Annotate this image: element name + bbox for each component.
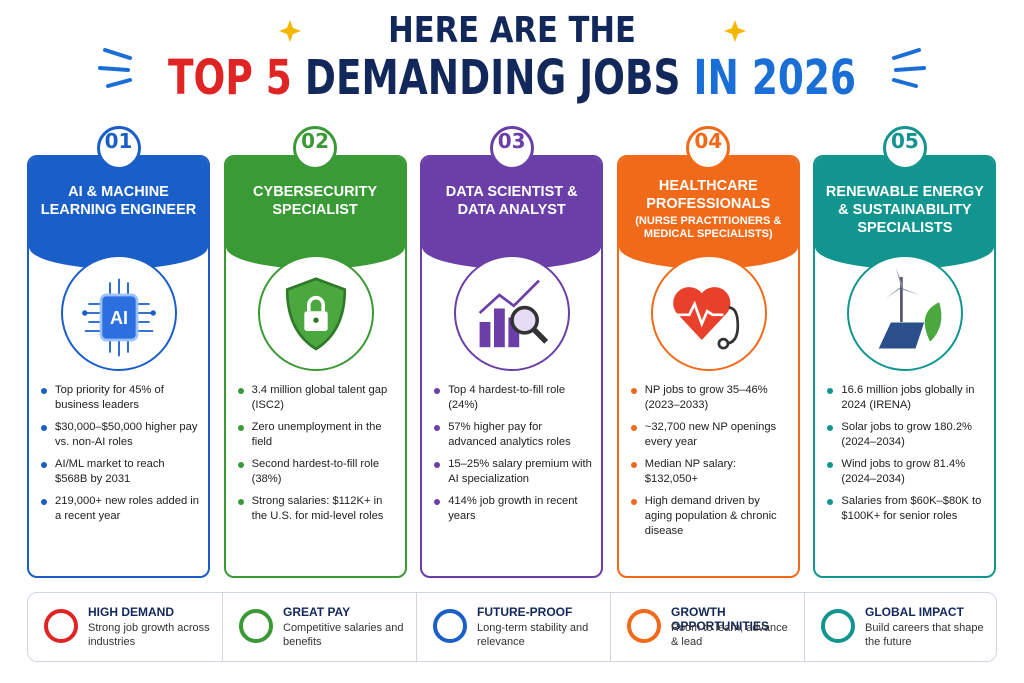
illustration <box>847 255 964 371</box>
footer-item: FUTURE-PROOF Long-term stability and rele… <box>416 593 611 661</box>
icon <box>672 287 739 350</box>
footer-title: GREAT PAY <box>283 605 351 619</box>
card-header <box>618 157 798 269</box>
footer-text: Strong job growth across industries <box>88 622 210 648</box>
bullet: 15–25% salary premium with AI specializa… <box>434 457 593 487</box>
icon: AI <box>82 278 156 357</box>
icon-label: AI <box>110 308 128 328</box>
footer-item: GROWTH OPPORTUNITIES Room to learn, advan… <box>610 593 805 661</box>
bullet-list: Top 4 hardest-to-fill role (24%) 57% high… <box>434 383 593 531</box>
job-card: DATA SCIENTIST & DATA ANALYST Top 4 harde… <box>420 155 604 578</box>
footer-icon <box>44 609 78 643</box>
card-title-text: HEALTHCARE PROFESSIONALS <box>646 178 771 212</box>
footer-item: GREAT PAY Competitive salaries and benefi… <box>222 593 417 661</box>
card-number: 04 <box>686 126 731 170</box>
card-title: DATA SCIENTIST & DATA ANALYST <box>428 183 595 219</box>
card-number: 01 <box>96 126 141 170</box>
bullet: 3.4 million global talent gap (ISC2) <box>237 383 397 413</box>
bullet: Top priority for 45% of business leaders <box>41 383 200 413</box>
bullet: Wind jobs to grow 81.4% (2024–2034) <box>827 457 986 487</box>
card-number: 03 <box>489 126 534 170</box>
bullet: AI/ML market to reach $568B by 2031 <box>41 457 200 487</box>
footer-icon <box>627 609 661 643</box>
bullet-list: NP jobs to grow 35–46% (2023–2033) ~32,70… <box>630 383 790 546</box>
job-card: CYBERSECURITY SPECIALIST 3.4 million glob… <box>223 155 407 578</box>
icon <box>877 268 942 350</box>
footer-title: FUTURE-PROOF <box>477 605 573 619</box>
bullet: NP jobs to grow 35–46% (2023–2033) <box>630 383 790 413</box>
bullet: Median NP salary: $132,050+ <box>630 457 790 487</box>
footer-title: HIGH DEMAND <box>88 605 174 619</box>
footer-item: HIGH DEMAND Strong job growth across indu… <box>28 593 222 661</box>
bullet: Zero unemployment in the field <box>237 420 397 450</box>
footer-title: GLOBAL IMPACT <box>865 605 964 619</box>
bullet: 57% higher pay for advanced analytics ro… <box>434 420 593 450</box>
bullet-list: 3.4 million global talent gap (ISC2) Zero… <box>237 383 397 531</box>
card-header <box>225 157 405 269</box>
headline-part: DEMANDING JOBS <box>304 50 681 106</box>
headline-part: IN 2026 <box>693 50 857 106</box>
card-title-text: DATA SCIENTIST & DATA ANALYST <box>445 184 578 218</box>
header-decor <box>98 20 926 88</box>
footer-text: Competitive salaries and benefits <box>283 622 404 648</box>
bullet: Top 4 hardest-to-fill role (24%) <box>434 383 593 413</box>
icon <box>478 279 549 348</box>
card-header <box>815 157 995 269</box>
bullet-list: Top priority for 45% of business leaders… <box>41 383 200 531</box>
footer-icon <box>433 609 467 643</box>
card-header <box>29 157 208 269</box>
header-line1: HERE ARE THE <box>388 10 636 51</box>
card-title-text: CYBERSECURITY SPECIALIST <box>253 184 378 218</box>
bullet: 16.6 million jobs globally in 2024 (IREN… <box>827 383 986 413</box>
card-number: 05 <box>882 126 927 170</box>
card-title-text: RENEWABLE ENERGY & SUSTAINABILITY SPECIA… <box>825 184 984 236</box>
card-title: AI & MACHINE LEARNING ENGINEER <box>35 183 202 219</box>
card-subtitle: (NURSE PRACTITIONERS & MEDICAL SPECIALIS… <box>635 215 782 240</box>
footer-text: Long-term stability and relevance <box>477 622 589 648</box>
bullet: Salaries from $60K–$80K to $100K+ for se… <box>827 494 986 524</box>
bullet: Solar jobs to grow 180.2% (2024–2034) <box>827 420 986 450</box>
header-line2: TOP 5 DEMANDING JOBS IN 2026 <box>113 50 912 106</box>
bullet: Strong salaries: $112K+ in the U.S. for … <box>237 494 397 524</box>
footer-box: HIGH DEMAND Strong job growth across indu… <box>27 592 997 662</box>
icon <box>285 277 346 351</box>
footer-icon <box>239 609 273 643</box>
card-title: CYBERSECURITY SPECIALIST <box>232 183 399 219</box>
bullet: $30,000–$50,000 higher pay vs. non-AI ro… <box>41 420 200 450</box>
illustration <box>257 255 374 371</box>
bullet: High demand driven by aging population &… <box>630 494 790 539</box>
footer-item: GLOBAL IMPACT Build careers that shape th… <box>804 593 999 661</box>
card-title: RENEWABLE ENERGY & SUSTAINABILITY SPECIA… <box>821 183 988 237</box>
footer-text: Build careers that shape the future <box>865 622 984 648</box>
footer-title: GROWTH OPPORTUNITIES <box>671 605 770 633</box>
headline-part: TOP 5 <box>167 50 292 106</box>
footer-icon <box>821 609 855 643</box>
job-card: AI & MACHINE LEARNING ENGINEER AI Top prio… <box>27 155 210 578</box>
job-card: RENEWABLE ENERGY & SUSTAINABILITY SPECIA… <box>813 155 997 578</box>
job-card: HEALTHCARE PROFESSIONALS (NURSE PRACTITIO… <box>616 155 800 578</box>
illustration <box>650 255 767 371</box>
card-title: HEALTHCARE PROFESSIONALS (NURSE PRACTITIO… <box>625 177 792 241</box>
bullet: 219,000+ new roles added in a recent yea… <box>41 494 200 524</box>
bullet: ~32,700 new NP openings every year <box>630 420 790 450</box>
bullet: Second hardest-to-fill role (38%) <box>237 457 397 487</box>
bullet-list: 16.6 million jobs globally in 2024 (IREN… <box>827 383 986 531</box>
card-number: 02 <box>293 126 338 170</box>
footer-text: Room to learn, advance & lead <box>671 622 788 648</box>
card-header <box>422 157 602 269</box>
bullet: 414% job growth in recent years <box>434 494 593 524</box>
card-title-text: AI & MACHINE LEARNING ENGINEER <box>40 184 197 218</box>
illustration <box>454 255 571 371</box>
illustration: AI <box>61 255 177 371</box>
